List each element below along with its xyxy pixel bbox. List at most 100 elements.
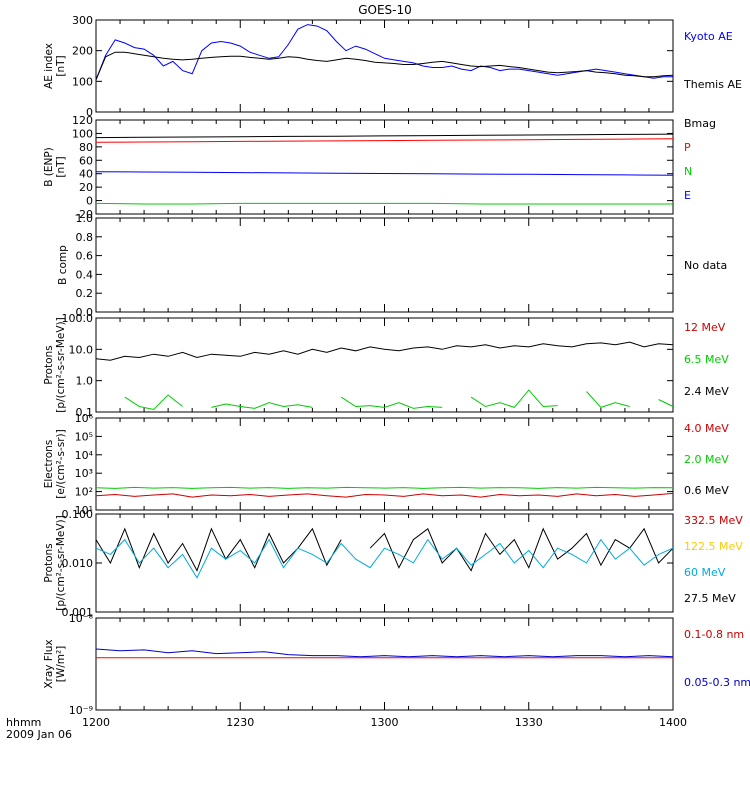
y-tick-label: 100 <box>72 75 93 88</box>
y-tick-label: 60 <box>79 154 93 167</box>
legend-entry: 6.5 MeV <box>684 353 729 366</box>
y-axis-label: AE index <box>43 43 55 89</box>
series-line <box>95 538 674 579</box>
no-data-label: No data <box>684 259 727 272</box>
panel-frame <box>95 417 674 511</box>
series-line <box>95 24 673 80</box>
y-tick-label: 0.4 <box>76 268 94 281</box>
y-tick-label: 0.2 <box>76 287 94 300</box>
y-tick-label: 10¹ <box>75 504 93 517</box>
y-tick-label: -20 <box>75 208 93 221</box>
legend-entry: P <box>684 141 691 154</box>
series-line <box>211 402 313 409</box>
y-tick-label: 80 <box>79 141 93 154</box>
y-axis-label: Xray Flux <box>43 639 55 688</box>
y-tick-label: 10⁻⁹ <box>69 704 93 717</box>
series-line <box>95 492 674 498</box>
legend-entry: 332.5 MeV <box>684 514 743 527</box>
series-line <box>95 138 674 143</box>
y-tick-label: 200 <box>72 45 93 58</box>
series-line <box>95 527 342 572</box>
panel-1: 300 200 100 0 AE index [nT] Kyoto AE Themis AE <box>43 14 742 119</box>
legend-entry: 60 MeV <box>684 566 726 579</box>
y-tick-label: 10⁶ <box>75 412 94 425</box>
y-tick-label: 0.001 <box>62 606 94 619</box>
legend-entry: 4.0 MeV <box>684 422 729 435</box>
y-axis-label: B (ENP) <box>43 147 55 187</box>
legend-entry: 0.05-0.3 nm <box>684 676 750 689</box>
y-axis-label: [nT] <box>55 156 67 177</box>
y-tick-label: 10.0 <box>69 343 94 356</box>
series-line <box>95 648 674 658</box>
panel-4: 100.0 10.0 1.0 0.1 Protons [p/(cm²-s-sr-MeV)]… <box>43 312 729 419</box>
y-axis-label: [nT] <box>55 55 67 76</box>
legend-entry: N <box>684 165 692 178</box>
y-tick-label: 100.0 <box>62 312 94 325</box>
panel-frame <box>95 617 674 711</box>
y-tick-label: 0.8 <box>76 231 94 244</box>
y-axis-label: Protons <box>43 345 55 384</box>
y-tick-label: 10⁴ <box>75 449 94 462</box>
y-axis-label: Electrons <box>43 440 55 489</box>
legend-entry: Kyoto AE <box>684 30 733 43</box>
panel-frame <box>95 217 674 313</box>
series-line <box>95 202 673 205</box>
x-tick-labels: 1200 1230 1300 1330 1400 <box>82 716 687 729</box>
legend-entry: 0.6 MeV <box>684 484 729 497</box>
y-tick-label: 0.100 <box>62 508 94 521</box>
y-tick-label: 0.6 <box>76 250 94 263</box>
legend-entry: 12 MeV <box>684 321 726 334</box>
panel-5: 10⁶ 10⁵ 10⁴ 10³ 10² 10¹ Electrons [e/(cm²-s-sr)… <box>43 412 729 517</box>
series-line <box>95 486 674 489</box>
series-line <box>470 389 558 408</box>
legend-entry: Bmag <box>684 117 716 130</box>
series-line <box>124 394 183 411</box>
y-tick-label: 10⁻⁸ <box>69 612 94 625</box>
x-tick-label: 1330 <box>515 716 543 729</box>
x-tick-label: 1400 <box>659 716 687 729</box>
legend-entry: Themis AE <box>683 78 742 91</box>
series-line <box>586 391 630 408</box>
series-line <box>95 341 674 361</box>
legend-entry: 122.5 MeV <box>684 540 743 553</box>
y-axis-label: [p/(cm²-s-sr-MeV)] <box>55 515 67 610</box>
panel-frame <box>95 19 674 113</box>
series-line <box>95 171 674 176</box>
legend-entry: E <box>684 189 691 202</box>
panel-frame <box>95 317 674 413</box>
series-line <box>658 399 674 407</box>
panel-7: 10⁻⁸ 10⁻⁹ Xray Flux [W/m²] 0.1-0.8 nm 0.05-0.… <box>43 612 750 717</box>
legend-entry: 2.4 MeV <box>684 385 729 398</box>
series-line <box>369 527 674 572</box>
figure-title: GOES-10 <box>358 3 412 17</box>
panel-6: 0.100 0.010 0.001 Protons [p/(cm²-s-sr-MeV)]… <box>43 508 743 619</box>
y-tick-label: 10² <box>75 486 93 499</box>
y-tick-label: 1.0 <box>76 375 94 388</box>
y-tick-label: 0.0 <box>76 306 94 319</box>
legend-entry: 0.1-0.8 nm <box>684 628 744 641</box>
y-axis-label: Protons <box>43 543 55 582</box>
legend-entry: 27.5 MeV <box>684 592 736 605</box>
panel-3: 1.0 0.8 0.6 0.4 0.2 0.0 B comp No data <box>57 212 727 319</box>
x-tick-label: 1230 <box>226 716 254 729</box>
y-axis-label: [p/(cm²-s-sr-MeV)] <box>55 317 67 412</box>
y-tick-label: 120 <box>72 114 93 127</box>
y-tick-label: 0.1 <box>76 406 94 419</box>
y-axis-label: B comp <box>57 245 69 285</box>
series-line <box>340 396 443 409</box>
y-tick-label: 0.010 <box>62 557 94 570</box>
y-axis-label: [e/(cm²-s-sr)] <box>55 429 67 498</box>
y-tick-label: 40 <box>79 168 93 181</box>
y-tick-label: 100 <box>72 127 93 140</box>
y-tick-label: 10⁵ <box>75 430 93 443</box>
y-tick-label: 300 <box>72 14 93 27</box>
legend-entry: 2.0 MeV <box>684 453 729 466</box>
y-tick-label: 20 <box>79 181 93 194</box>
x-tick-label: 1200 <box>82 716 110 729</box>
y-tick-label: 1.0 <box>76 212 94 225</box>
y-tick-label: 0 <box>86 106 93 119</box>
time-label: hhmm <box>6 716 41 729</box>
